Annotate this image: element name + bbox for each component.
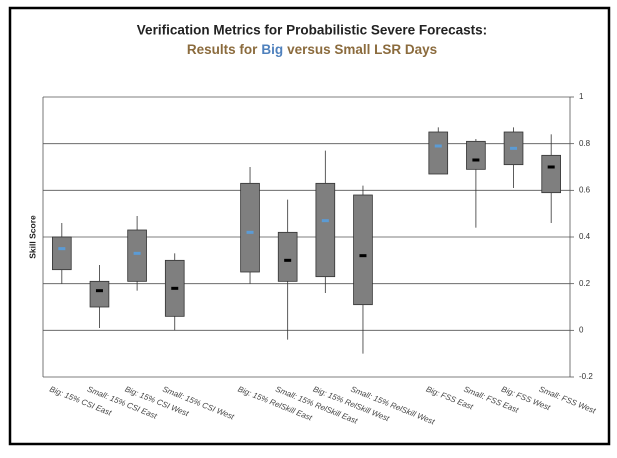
center-marker — [171, 286, 179, 290]
center-marker — [321, 219, 329, 223]
center-marker — [510, 146, 518, 150]
y-tick-label: 1 — [579, 92, 584, 101]
y-tick-label: -0.2 — [579, 372, 593, 381]
box — [315, 182, 336, 278]
box — [353, 194, 373, 306]
center-marker — [434, 144, 442, 148]
center-marker — [284, 258, 292, 262]
y-axis-label: Skill Score — [27, 215, 37, 259]
center-marker — [133, 251, 141, 255]
y-tick-label: 0.8 — [579, 139, 591, 148]
center-marker — [359, 254, 367, 258]
y-tick-label: 0 — [579, 325, 584, 334]
box — [466, 140, 486, 170]
box — [127, 229, 147, 282]
subtitle-part: Results for — [187, 42, 258, 57]
y-tick-label: 0.4 — [579, 232, 591, 241]
center-marker — [95, 289, 103, 293]
box — [428, 131, 449, 175]
center-marker — [246, 230, 254, 234]
center-marker — [547, 165, 555, 169]
y-tick-label: 0.6 — [579, 185, 591, 194]
subtitle-part: Big — [261, 42, 283, 57]
box — [89, 280, 110, 308]
box — [541, 154, 561, 194]
box — [240, 182, 260, 273]
box — [277, 231, 298, 282]
chart-title: Verification Metrics for Probabilistic S… — [137, 23, 487, 38]
center-marker — [472, 158, 480, 162]
frame — [8, 6, 611, 446]
subtitle-part: versus Small LSR Days — [287, 42, 437, 57]
y-tick-label: 0.2 — [579, 279, 591, 288]
center-marker — [58, 247, 66, 251]
box — [52, 236, 72, 271]
chart-subtitle: Results for Big versus Small LSR Days — [187, 42, 437, 57]
